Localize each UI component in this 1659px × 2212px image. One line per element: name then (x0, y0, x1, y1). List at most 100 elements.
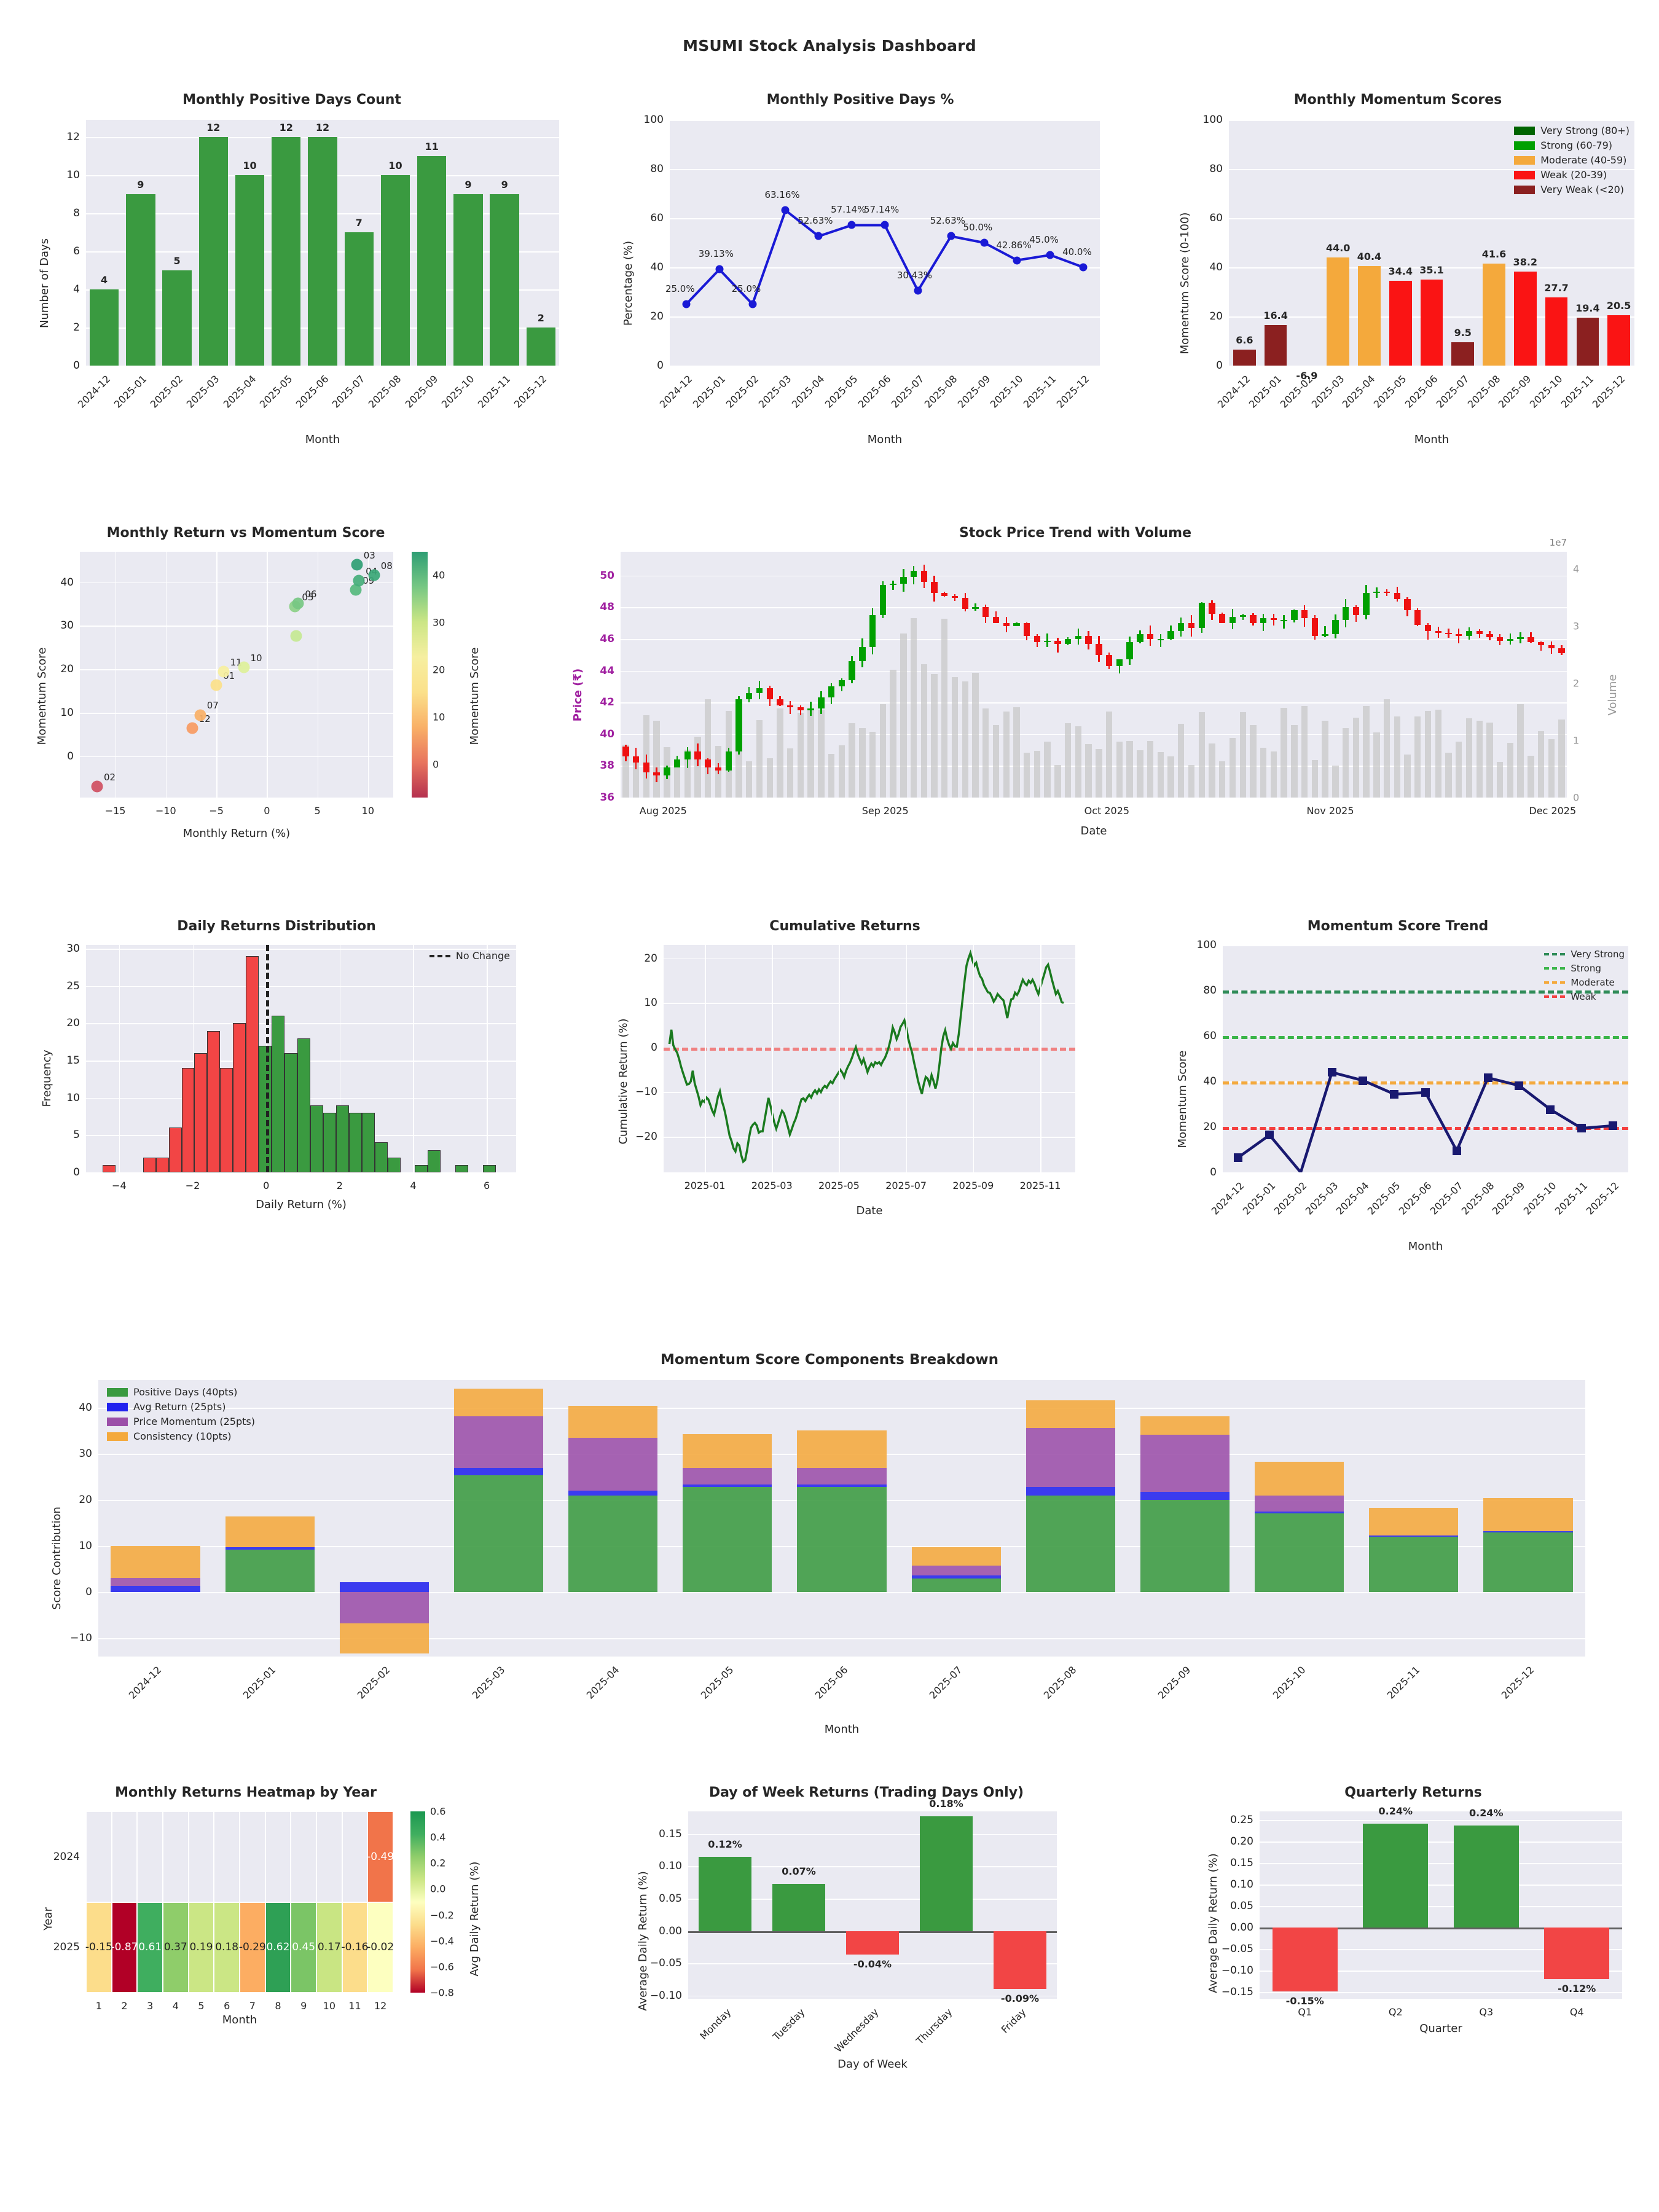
x-axis-tick: −4 (112, 1180, 127, 1191)
x-axis-tick: 2025-03 (184, 373, 222, 410)
bar-value-label: 11 (425, 140, 439, 152)
data-point (748, 300, 757, 308)
y-axis-tick: 60 (650, 212, 664, 224)
bar-value-label: 4 (101, 273, 108, 286)
gridline-horizontal (670, 120, 1100, 121)
y-axis-tick: −10 (70, 1632, 92, 1644)
candle-body (1260, 618, 1267, 624)
heatmap-cell (87, 1812, 111, 1902)
x-axis-tick: 2024-12 (126, 1664, 164, 1701)
volume-bar (1239, 712, 1246, 798)
candle-body (1126, 642, 1133, 660)
bar-value-label: 12 (315, 121, 330, 133)
data-point (682, 300, 691, 308)
gridline-horizontal (688, 1963, 1057, 1964)
candle-body (1013, 623, 1020, 627)
stack-segment (453, 1468, 544, 1476)
bar (1544, 1928, 1610, 1980)
gridline-vertical (317, 552, 319, 798)
x-axis-tick: 2025-10 (988, 373, 1026, 410)
gridline-vertical (192, 945, 194, 1172)
x-axis-tick: 9 (300, 2000, 307, 2012)
stack-segment (1255, 1461, 1344, 1496)
gridline-horizontal (80, 756, 393, 758)
colorbar-tick: −0.2 (430, 1909, 454, 1921)
volume-bar (1373, 732, 1380, 798)
volume-bar (1517, 704, 1524, 798)
candle-body (849, 661, 855, 681)
colorbar-tick: 0.4 (430, 1831, 446, 1843)
heatmap-cell: -0.02 (367, 1902, 394, 1992)
legend-label: Very Strong (1571, 949, 1625, 960)
x-axis-label-month: Month (1414, 433, 1449, 446)
y-axis-tick: 10 (79, 1540, 92, 1552)
candle-body (1198, 602, 1205, 628)
volume-bar (1281, 707, 1287, 798)
heatmap-cell (317, 1812, 342, 1902)
x-axis-tick: 2025-12 (512, 373, 549, 410)
data-point (1577, 1124, 1586, 1133)
colorbar-label: Momentum Score (468, 647, 481, 745)
x-axis-tick: Q2 (1388, 2006, 1403, 2018)
data-point (781, 206, 790, 214)
x-axis-tick: Nov 2025 (1306, 805, 1354, 817)
stack-segment (1026, 1495, 1115, 1592)
data-point (1546, 1105, 1555, 1114)
gridline-vertical (216, 552, 218, 798)
candle-wick (1458, 628, 1460, 644)
y-axis-tick: 0 (657, 359, 664, 372)
heatmap-cell: 0.19 (189, 1902, 214, 1992)
heatmap-cell: -0.87 (111, 1902, 138, 1992)
gridline-horizontal (80, 669, 393, 670)
threshold-line (1223, 1036, 1628, 1039)
heatmap-cell: 0.61 (138, 1902, 162, 1992)
x-axis-label-date: Date (856, 1204, 883, 1217)
gridline-horizontal (86, 1172, 516, 1174)
x-axis-tick: 2025-06 (812, 1664, 850, 1701)
colorbar-tick: 40 (433, 569, 445, 581)
x-axis-label-month: Month (305, 433, 340, 446)
x-axis-tick: Thursday (914, 2006, 955, 2047)
candle-body (1157, 638, 1164, 640)
y-axis-tick-volume: 0 (1573, 791, 1580, 804)
candle-body (1424, 624, 1432, 632)
x-axis-tick: 2025-06 (855, 373, 893, 410)
panel-title: Day of Week Returns (Trading Days Only) (708, 1785, 1024, 1800)
data-point (914, 286, 922, 295)
stack-segment (683, 1433, 772, 1469)
x-axis-tick: 4 (172, 2000, 179, 2012)
bar-value-label: 40.4 (1357, 251, 1382, 263)
y-axis-tick: −0.05 (1221, 1943, 1253, 1956)
colorbar-tick: 0.0 (430, 1883, 446, 1895)
candle-body (992, 616, 1000, 624)
candle-body (1033, 635, 1041, 643)
candle-body (1476, 631, 1483, 635)
gridline-vertical (119, 945, 120, 1172)
data-point (1359, 1076, 1368, 1085)
histogram-bar (246, 956, 259, 1172)
bar-value-label: 7 (355, 216, 363, 229)
bar-value-label: 16.4 (1263, 310, 1288, 322)
y-axis-tick: −0.15 (1221, 1986, 1253, 1999)
x-axis-tick: Monday (697, 2006, 734, 2042)
volume-bar (694, 737, 701, 798)
candle-body (1075, 635, 1082, 639)
y-axis-tick: 15 (66, 1054, 80, 1067)
x-axis-tick: 2025-05 (1371, 373, 1409, 410)
bar-value-label: 5 (173, 254, 181, 267)
bar (1514, 272, 1537, 366)
volume-bar (1157, 752, 1164, 798)
x-axis-tick: 1 (95, 2000, 102, 2012)
y-axis-tick: 0.00 (659, 1924, 682, 1937)
y-axis-label-cumulative: Cumulative Return (%) (617, 1018, 630, 1145)
y-axis-label-score-contribution: Score Contribution (50, 1506, 63, 1610)
x-axis-tick: −10 (155, 805, 176, 817)
scatter-point-label: 06 (305, 589, 317, 600)
panel-title: Monthly Momentum Scores (1293, 92, 1502, 108)
y-axis-tick: 100 (1196, 939, 1217, 951)
heatmap-cell: -0.29 (239, 1902, 266, 1992)
colorbar-gradient: 0 10 20 30 40 (412, 552, 445, 798)
volume-bar (1497, 762, 1504, 798)
candle-wick (892, 580, 894, 590)
stack-segment (1369, 1537, 1459, 1592)
